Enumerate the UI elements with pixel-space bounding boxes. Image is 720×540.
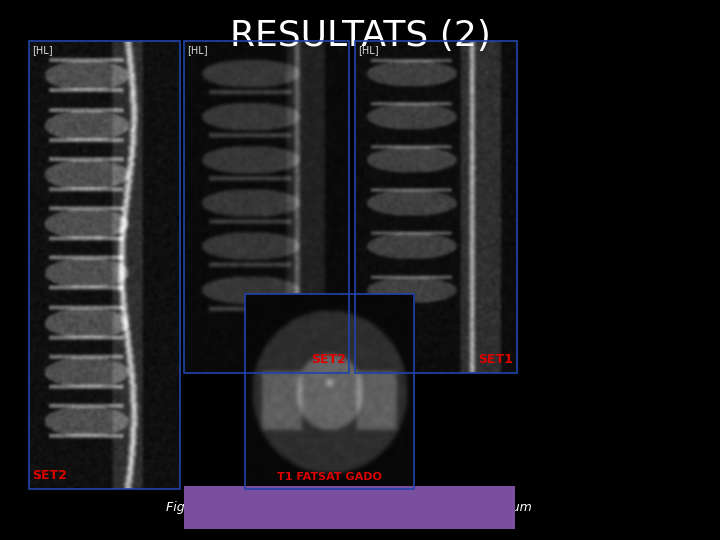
Text: SET2: SET2 (32, 469, 67, 482)
Text: [HL]: [HL] (359, 45, 379, 55)
Text: SET1: SET1 (479, 353, 513, 366)
Text: [HL]: [HL] (187, 45, 208, 55)
Text: [HL]: [HL] (32, 45, 53, 55)
Text: RESULTATS (2): RESULTATS (2) (230, 19, 490, 53)
Text: T1 FATSAT GADO: T1 FATSAT GADO (277, 472, 382, 482)
Text: SET2: SET2 (311, 353, 346, 366)
Text: Fig.1: IRM médullaire sans et avec injection de gadolinium: Fig.1: IRM médullaire sans et avec injec… (166, 501, 532, 514)
